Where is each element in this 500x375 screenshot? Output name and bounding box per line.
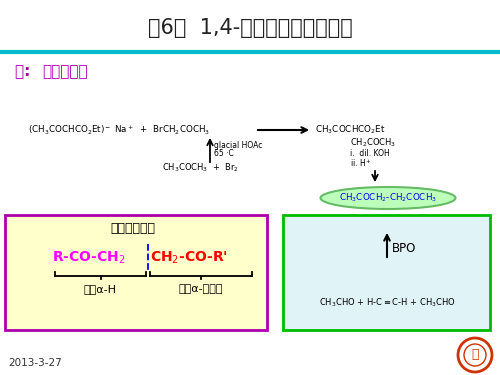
Text: 2013-3-27: 2013-3-27 bbox=[8, 358, 62, 368]
Text: 65 ·C: 65 ·C bbox=[214, 150, 234, 159]
Text: 旦: 旦 bbox=[471, 348, 479, 360]
Ellipse shape bbox=[320, 187, 456, 209]
Text: R-CO-CH$_2$: R-CO-CH$_2$ bbox=[52, 250, 126, 266]
Text: BPO: BPO bbox=[392, 242, 416, 255]
Text: 丙酮基丙酮: 丙酮基丙酮 bbox=[42, 64, 88, 80]
Text: 例:: 例: bbox=[15, 64, 36, 80]
Text: 基本拆开方法: 基本拆开方法 bbox=[110, 222, 156, 234]
Text: 第6节  1,4-二羰基化合物的拆开: 第6节 1,4-二羰基化合物的拆开 bbox=[148, 18, 352, 38]
Text: ii. H$^+$: ii. H$^+$ bbox=[350, 157, 372, 169]
Text: i.  dil. KOH: i. dil. KOH bbox=[350, 150, 390, 159]
Text: CH$_2$-CO-R': CH$_2$-CO-R' bbox=[150, 250, 228, 266]
Text: CH$_3$CHO + H-C$\equiv$C-H + CH$_3$CHO: CH$_3$CHO + H-C$\equiv$C-H + CH$_3$CHO bbox=[318, 297, 456, 309]
FancyBboxPatch shape bbox=[283, 215, 490, 330]
Text: glacial HOAc: glacial HOAc bbox=[214, 141, 262, 150]
Text: 提供α-卤原子: 提供α-卤原子 bbox=[179, 284, 223, 294]
Text: CH$_3$COCHCO$_2$Et: CH$_3$COCHCO$_2$Et bbox=[315, 124, 386, 136]
Text: 提供α-H: 提供α-H bbox=[84, 284, 116, 294]
Text: CH$_3$COCH$_3$  +  Br$_2$: CH$_3$COCH$_3$ + Br$_2$ bbox=[162, 162, 239, 174]
Text: CH$_2$COCH$_3$: CH$_2$COCH$_3$ bbox=[350, 137, 396, 149]
Text: (CH$_3$COCHCO$_2$Et)$^-$ Na$^+$  +  BrCH$_2$COCH$_3$: (CH$_3$COCHCO$_2$Et)$^-$ Na$^+$ + BrCH$_… bbox=[28, 123, 210, 136]
FancyBboxPatch shape bbox=[5, 215, 267, 330]
Text: CH$_3$COCH$_2$-CH$_2$COCH$_3$: CH$_3$COCH$_2$-CH$_2$COCH$_3$ bbox=[339, 192, 437, 204]
